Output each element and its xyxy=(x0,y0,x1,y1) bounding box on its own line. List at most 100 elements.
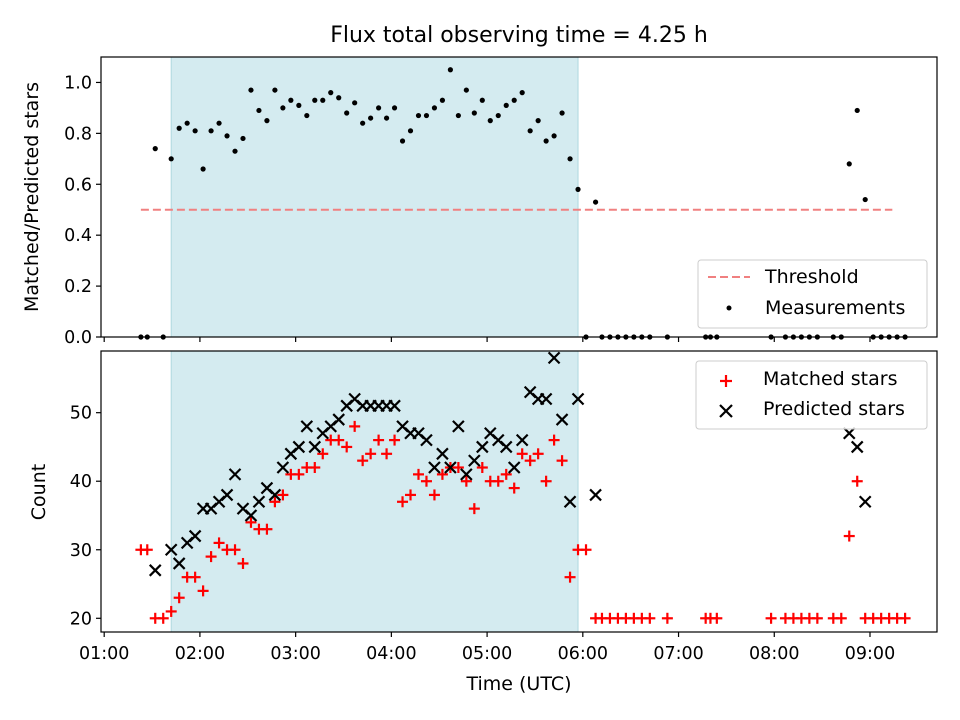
measurement-point xyxy=(447,67,453,73)
x-tick-label: 01:00 xyxy=(79,644,129,664)
matched-star-point xyxy=(229,544,241,556)
measurement-point xyxy=(248,87,254,93)
predicted-star-point xyxy=(507,461,521,474)
bottom-marks xyxy=(135,351,911,624)
measurement-point xyxy=(854,107,860,114)
matched-star-point xyxy=(213,537,225,549)
matched-star-point xyxy=(468,503,480,515)
measurement-point xyxy=(336,95,342,101)
bottom-legend-box xyxy=(695,360,928,430)
matched-star-point xyxy=(843,530,855,542)
predicted-star-point xyxy=(842,426,856,440)
matched-star-point xyxy=(412,468,424,480)
legend-threshold-label: Threshold xyxy=(764,266,859,288)
predicted-star-point xyxy=(220,488,234,502)
measurement-point xyxy=(168,156,174,162)
chart-title: Flux total observing time = 4.25 h xyxy=(330,23,708,48)
predicted-star-point xyxy=(292,440,306,454)
top-legend-box xyxy=(697,259,928,329)
matched-star-point xyxy=(711,612,723,624)
measurement-point xyxy=(535,118,541,124)
measurement-point xyxy=(567,156,573,162)
matched-star-point xyxy=(397,496,409,508)
top-axes: 0.0 0.2 0.4 0.6 0.8 1.0 xyxy=(64,56,938,348)
x-tick-label: 03:00 xyxy=(270,644,320,664)
matched-star-point xyxy=(436,468,448,480)
predicted-star-point xyxy=(539,392,553,406)
matched-star-point xyxy=(309,462,321,474)
predicted-star-point xyxy=(589,488,602,502)
predicted-star-point xyxy=(476,440,489,454)
predicted-star-point xyxy=(228,468,242,481)
predicted-star-point xyxy=(148,564,162,577)
matched-star-point xyxy=(835,612,847,624)
matched-star-point xyxy=(277,489,289,501)
measurement-point xyxy=(184,120,190,126)
predicted-star-point xyxy=(308,440,322,454)
measurement-point xyxy=(383,115,390,121)
measurement-point xyxy=(208,128,214,134)
top-y-tick-label: 0.2 xyxy=(64,277,92,297)
predicted-star-point xyxy=(850,440,864,454)
matched-star-point xyxy=(548,434,560,446)
predicted-star-point xyxy=(420,433,433,447)
measurement-point xyxy=(192,128,198,134)
legend-measurements-swatch xyxy=(726,305,732,311)
measurement-point xyxy=(200,166,206,172)
top-plot-area xyxy=(170,57,579,337)
measurement-point xyxy=(376,105,382,111)
measurement-point xyxy=(352,100,358,106)
matched-star-point xyxy=(261,523,273,535)
predicted-star-point xyxy=(436,447,449,461)
measurement-point xyxy=(423,112,430,119)
top-y-axis-label: Matched/Predicted stars xyxy=(21,82,43,312)
x-tick-label: 04:00 xyxy=(366,644,416,664)
bottom-axes-frame xyxy=(100,350,938,633)
matched-star-point xyxy=(205,551,217,563)
bottom-legend: Matched stars Predicted stars xyxy=(695,360,928,430)
matched-star-point xyxy=(173,592,185,604)
predicted-star-point xyxy=(563,495,577,509)
predicted-star-point xyxy=(468,454,481,467)
matched-star-point xyxy=(405,489,417,501)
measurement-point xyxy=(176,125,182,131)
measurement-point xyxy=(240,135,246,142)
matched-star-point xyxy=(452,462,464,474)
predicted-star-point xyxy=(428,461,441,474)
predicted-star-point xyxy=(515,433,529,447)
matched-star-point xyxy=(420,475,432,487)
legend-matched-swatch xyxy=(720,375,732,387)
matched-star-point xyxy=(197,585,209,597)
predicted-star-point xyxy=(252,495,266,509)
matched-star-point xyxy=(644,612,656,624)
matched-star-point xyxy=(293,468,305,480)
measurement-point xyxy=(543,138,549,144)
predicted-star-point xyxy=(244,509,258,522)
x-tick-label: 06:00 xyxy=(558,644,608,664)
measurement-point xyxy=(320,97,326,103)
measurement-point xyxy=(407,128,414,134)
measurement-point xyxy=(312,97,318,103)
matched-star-point xyxy=(899,612,911,624)
measurement-point xyxy=(487,118,493,124)
matched-star-point xyxy=(532,448,544,460)
measurement-point xyxy=(862,196,868,203)
predicted-star-point xyxy=(571,392,585,406)
matched-star-point xyxy=(811,612,823,624)
matched-star-point xyxy=(349,420,361,432)
measurement-point xyxy=(415,112,422,119)
matched-star-point xyxy=(165,605,177,617)
matched-star-point xyxy=(492,475,504,487)
matched-star-point xyxy=(389,434,401,446)
predicted-star-point xyxy=(268,488,282,502)
measurement-point xyxy=(519,90,525,96)
matched-star-point xyxy=(189,571,201,583)
measurement-point xyxy=(592,199,599,205)
matched-star-point xyxy=(428,489,440,501)
matched-star-point xyxy=(341,441,353,453)
top-y-tick-label: 0.0 xyxy=(64,328,92,348)
measurement-point xyxy=(152,146,158,152)
measurement-point xyxy=(344,110,350,116)
measurement-point xyxy=(216,120,222,126)
